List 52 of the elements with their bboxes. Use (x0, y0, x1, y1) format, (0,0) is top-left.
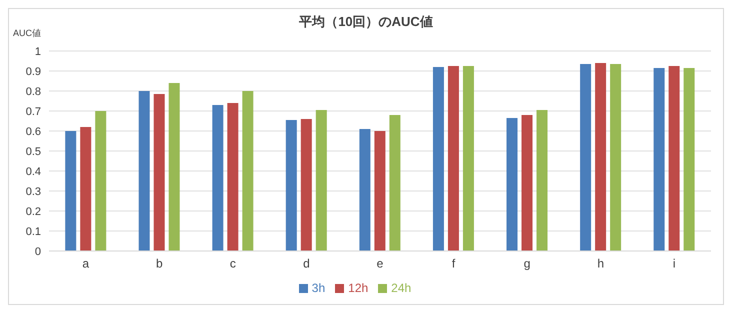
y-tick-label: 0 (34, 246, 41, 258)
x-tick-label: d (303, 256, 310, 271)
bar (462, 66, 474, 251)
y-tick-label: 0.6 (26, 126, 41, 138)
y-tick-label: 0.3 (26, 186, 41, 198)
bar (359, 129, 370, 251)
y-tick-label: 0.1 (26, 226, 41, 238)
y-tick-label: 0.8 (26, 86, 41, 98)
x-tick-label: c (230, 256, 236, 271)
bar (580, 64, 592, 251)
bar (168, 83, 180, 251)
y-tick-label: 1 (34, 46, 41, 58)
x-tick-label: e (376, 256, 384, 271)
y-tick-label: 0.7 (26, 106, 41, 118)
bar (80, 127, 92, 251)
bar (242, 91, 254, 251)
chart-title: 平均（10回）のAUC値 (299, 14, 433, 29)
bar (374, 131, 386, 251)
bar (595, 63, 606, 251)
legend-label: 24h (391, 281, 412, 295)
y-tick-label: 0.9 (26, 66, 41, 78)
bar (95, 111, 106, 251)
x-tick-label: g (524, 256, 530, 271)
x-tick-label: b (156, 256, 163, 271)
x-tick-label: i (672, 256, 676, 271)
y-axis-title: AUC値 (13, 27, 42, 40)
bar (286, 120, 297, 251)
bar (300, 119, 312, 251)
bar (668, 66, 680, 251)
bar (684, 68, 695, 251)
bar (522, 115, 533, 251)
bar (65, 131, 76, 251)
x-tick-label: f (452, 256, 456, 271)
bar (536, 110, 548, 251)
bar (654, 68, 665, 251)
legend-label: 12h (348, 281, 368, 295)
bar (610, 64, 622, 251)
bar (138, 91, 150, 251)
bar (316, 110, 327, 251)
bar (448, 66, 459, 251)
bar (154, 94, 165, 251)
legend-label: 3h (312, 281, 326, 295)
bar (389, 115, 400, 251)
y-tick-label: 0.4 (26, 166, 41, 178)
bar (432, 67, 444, 251)
bar (212, 105, 224, 251)
y-tick-label: 0.5 (26, 146, 41, 158)
bar (506, 118, 518, 251)
bar (227, 103, 238, 251)
y-tick-label: 0.2 (26, 206, 41, 218)
x-tick-label: a (82, 256, 90, 271)
x-tick-label: h (597, 256, 604, 271)
